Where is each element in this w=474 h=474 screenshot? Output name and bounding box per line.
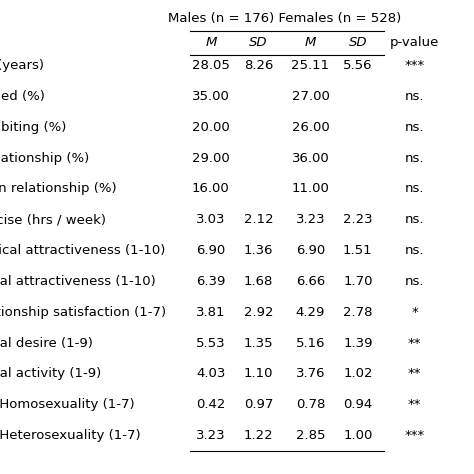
Text: ns.: ns.: [405, 182, 425, 195]
Text: ns.: ns.: [405, 90, 425, 103]
Text: 1.51: 1.51: [343, 244, 373, 257]
Text: ***: ***: [405, 429, 425, 442]
Text: 1.00: 1.00: [343, 429, 373, 442]
Text: 2.85: 2.85: [296, 429, 325, 442]
Text: 6.39: 6.39: [196, 275, 226, 288]
Text: 2.92: 2.92: [244, 306, 273, 319]
Text: 27.00: 27.00: [292, 90, 329, 103]
Text: Males (n = 176) Females (n = 528): Males (n = 176) Females (n = 528): [168, 12, 401, 25]
Text: 0.42: 0.42: [196, 398, 226, 411]
Text: SD: SD: [249, 36, 268, 48]
Text: Sexual activity (1-9): Sexual activity (1-9): [0, 367, 101, 380]
Text: Not in relationship (%): Not in relationship (%): [0, 182, 117, 195]
Text: 16.00: 16.00: [192, 182, 230, 195]
Text: 1.35: 1.35: [244, 337, 273, 349]
Text: 1.10: 1.10: [244, 367, 273, 380]
Text: Physical attractiveness (1-10): Physical attractiveness (1-10): [0, 244, 165, 257]
Text: p-value: p-value: [390, 36, 439, 48]
Text: Relationship satisfaction (1-7): Relationship satisfaction (1-7): [0, 306, 166, 319]
Text: ns.: ns.: [405, 213, 425, 226]
Text: 0.97: 0.97: [244, 398, 273, 411]
Text: 5.16: 5.16: [296, 337, 325, 349]
Text: 2.78: 2.78: [343, 306, 373, 319]
Text: Age (years): Age (years): [0, 59, 44, 72]
Text: 25.11: 25.11: [292, 59, 329, 72]
Text: 2.23: 2.23: [343, 213, 373, 226]
Text: In relationship (%): In relationship (%): [0, 152, 89, 164]
Text: M: M: [305, 36, 316, 48]
Text: 5.53: 5.53: [196, 337, 226, 349]
Text: 1.39: 1.39: [343, 337, 373, 349]
Text: M: M: [205, 36, 217, 48]
Text: ns.: ns.: [405, 152, 425, 164]
Text: 1.68: 1.68: [244, 275, 273, 288]
Text: 28.05: 28.05: [192, 59, 230, 72]
Text: 0.78: 0.78: [296, 398, 325, 411]
Text: 6.66: 6.66: [296, 275, 325, 288]
Text: 20.00: 20.00: [192, 121, 230, 134]
Text: 6.90: 6.90: [196, 244, 226, 257]
Text: 11.00: 11.00: [292, 182, 329, 195]
Text: 36.00: 36.00: [292, 152, 329, 164]
Text: ***: ***: [405, 59, 425, 72]
Text: Exercise (hrs / week): Exercise (hrs / week): [0, 213, 106, 226]
Text: ns.: ns.: [405, 121, 425, 134]
Text: **: **: [408, 398, 421, 411]
Text: 3.23: 3.23: [196, 429, 226, 442]
Text: 3.81: 3.81: [196, 306, 226, 319]
Text: Married (%): Married (%): [0, 90, 45, 103]
Text: 3.03: 3.03: [196, 213, 226, 226]
Text: 5.56: 5.56: [343, 59, 373, 72]
Text: 8.26: 8.26: [244, 59, 273, 72]
Text: 1.70: 1.70: [343, 275, 373, 288]
Text: 2.12: 2.12: [244, 213, 273, 226]
Text: Sexual attractiveness (1-10): Sexual attractiveness (1-10): [0, 275, 155, 288]
Text: 29.00: 29.00: [192, 152, 230, 164]
Text: *: *: [411, 306, 418, 319]
Text: Well Heterosexuality (1-7): Well Heterosexuality (1-7): [0, 429, 140, 442]
Text: 0.94: 0.94: [343, 398, 373, 411]
Text: SD: SD: [348, 36, 367, 48]
Text: 1.36: 1.36: [244, 244, 273, 257]
Text: 3.76: 3.76: [296, 367, 325, 380]
Text: 6.90: 6.90: [296, 244, 325, 257]
Text: 1.02: 1.02: [343, 367, 373, 380]
Text: 4.03: 4.03: [196, 367, 226, 380]
Text: 3.23: 3.23: [296, 213, 325, 226]
Text: Cohabiting (%): Cohabiting (%): [0, 121, 66, 134]
Text: 26.00: 26.00: [292, 121, 329, 134]
Text: 4.29: 4.29: [296, 306, 325, 319]
Text: ns.: ns.: [405, 275, 425, 288]
Text: **: **: [408, 367, 421, 380]
Text: 35.00: 35.00: [192, 90, 230, 103]
Text: 1.22: 1.22: [244, 429, 273, 442]
Text: ns.: ns.: [405, 244, 425, 257]
Text: Sexual desire (1-9): Sexual desire (1-9): [0, 337, 93, 349]
Text: **: **: [408, 337, 421, 349]
Text: Well Homosexuality (1-7): Well Homosexuality (1-7): [0, 398, 135, 411]
